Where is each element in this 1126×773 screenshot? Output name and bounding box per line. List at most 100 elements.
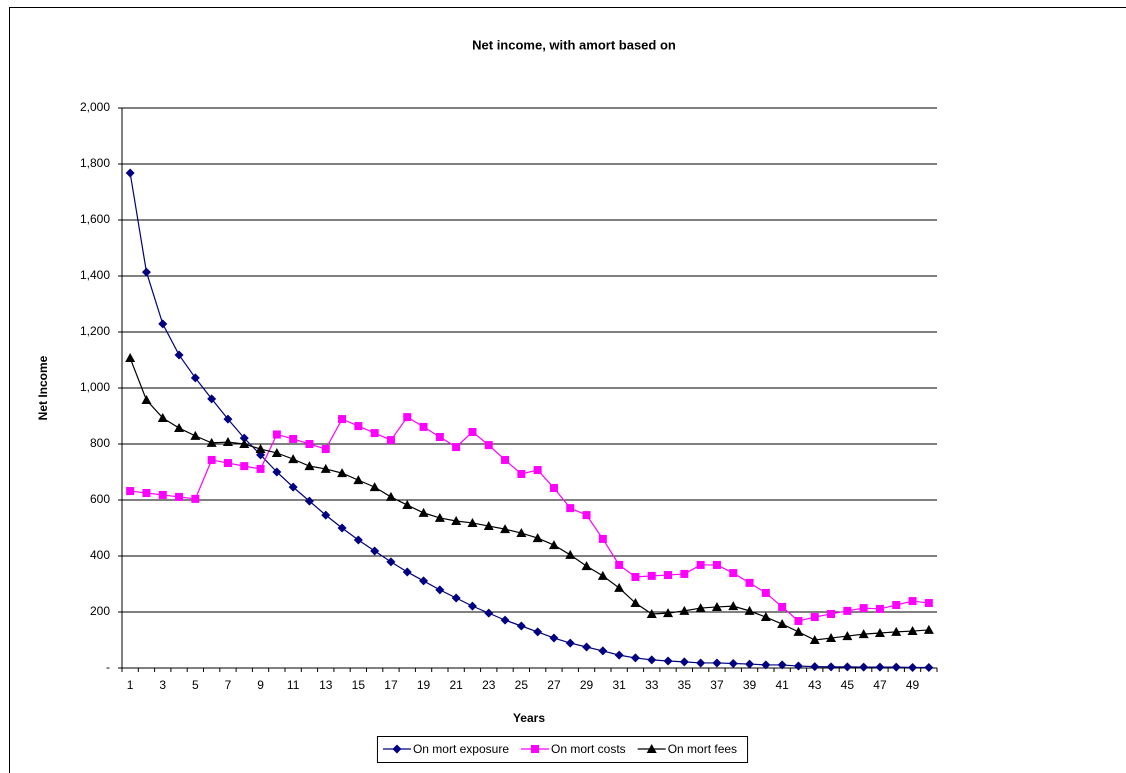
point [647,571,656,580]
y-tick-label: 1,400 [80,268,110,282]
x-tick-label: 47 [873,678,887,692]
point [630,653,640,663]
point [793,626,804,636]
point [597,570,608,580]
x-tick-label: 23 [482,678,496,692]
point [174,350,184,360]
x-tick-label: 35 [678,678,692,692]
x-tick-label: 43 [808,678,822,692]
point [908,597,917,606]
x-tick-label: 17 [384,678,398,692]
point [141,267,151,277]
point [809,635,820,644]
legend-marker [646,744,657,753]
x-tick-label: 11 [287,678,300,692]
point [761,588,770,597]
point [501,455,510,464]
point [777,619,788,629]
point [337,523,347,533]
point [175,492,184,501]
point [126,487,135,496]
point [875,604,884,613]
point [272,430,281,439]
y-tick-label: 400 [90,548,110,562]
point [810,613,819,622]
point [549,633,559,643]
point [614,582,625,592]
point [451,593,461,603]
point [418,507,429,517]
point [728,601,739,611]
point [500,615,510,625]
point [402,567,412,577]
point [664,571,673,580]
point [858,629,869,639]
point [778,602,787,611]
point [663,608,674,618]
point [891,626,902,636]
point [434,512,445,522]
point [338,415,347,424]
legend-marker [392,744,402,754]
y-axis-label: Net Income [36,355,50,420]
x-tick-label: 49 [906,678,920,692]
point [532,533,543,543]
point [256,464,265,473]
point [680,569,689,578]
point [630,598,641,608]
point [255,444,266,454]
point [240,462,249,471]
point [467,517,478,527]
point [484,441,493,450]
point [223,459,232,468]
point [239,433,249,443]
point [452,443,461,452]
point [745,578,754,587]
point [663,656,673,666]
point [223,414,233,424]
point [924,599,933,608]
point [288,482,298,492]
point [711,601,722,611]
point [566,504,575,513]
chart-title: Net income, with amort based on [472,37,676,52]
point [729,569,738,578]
x-tick-label: 33 [645,678,659,692]
x-axis-label: Years [513,711,545,725]
legend-box [376,736,749,763]
point [516,621,526,631]
legend-item: On mort fees [637,742,737,756]
y-tick-label: 800 [90,436,110,450]
x-tick-label: 25 [515,678,529,692]
y-tick-label: 2,000 [80,100,110,114]
point [125,168,135,178]
point [353,535,363,545]
point [435,585,445,595]
x-tick-label: 5 [192,678,199,692]
point [842,631,853,641]
point [190,373,200,383]
point [158,490,167,499]
point [157,412,168,422]
point [304,461,315,471]
point [908,662,918,672]
legend: On mort exposure On mort costs On mort fee… [376,736,749,763]
point [207,455,216,464]
legend-item: On mort exposure [382,742,509,756]
y-tick-label: 200 [90,604,110,618]
point [892,601,901,609]
point [646,608,657,618]
point [321,445,330,454]
point [565,549,576,559]
point [696,658,706,668]
x-tick-label: 31 [612,678,626,692]
x-tick-label: 37 [710,678,724,692]
point [810,662,820,672]
point [891,662,901,672]
point [598,534,607,543]
point [419,422,428,431]
legend-label: On mort fees [668,742,737,756]
point [745,659,755,669]
point [744,605,755,615]
